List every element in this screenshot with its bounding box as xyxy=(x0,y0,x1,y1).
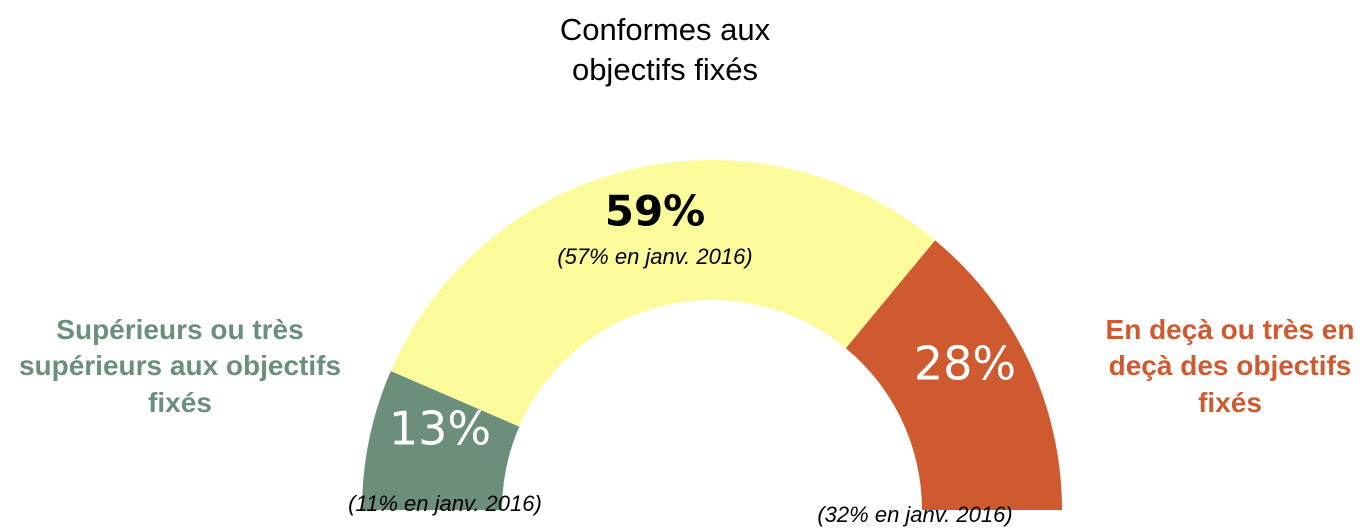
annotation: (32% en janv. 2016) xyxy=(817,502,1012,527)
annotation: (11% en janv. 2016) xyxy=(348,491,542,516)
category-label: Conformes aux objectifs fixés xyxy=(559,12,771,88)
annotation: (57% en janv. 2016) xyxy=(557,244,752,269)
value-label: 13% xyxy=(389,402,491,456)
value-label: 59% xyxy=(605,187,706,236)
gauge-segment xyxy=(390,160,936,427)
value-label: 28% xyxy=(914,337,1016,391)
category-label: En deçà ou très en deçà des objectifs fi… xyxy=(1105,314,1355,418)
gauge-segment xyxy=(845,240,1062,510)
gauge-segment xyxy=(362,370,520,510)
category-label: Supérieurs ou très supérieurs aux object… xyxy=(18,314,342,418)
